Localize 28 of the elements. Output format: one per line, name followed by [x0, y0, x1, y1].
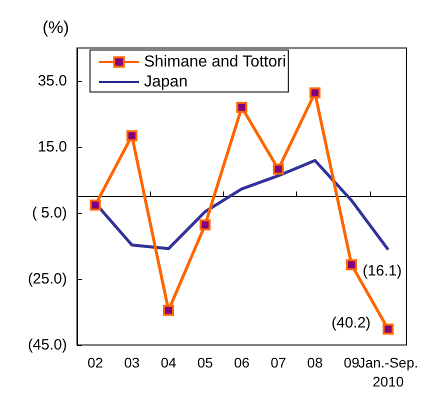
x-tick-label: 07 — [270, 354, 286, 370]
y-tick-label: 35.0 — [38, 72, 67, 90]
y-tick-label: (25.0) — [28, 270, 67, 288]
point — [309, 87, 320, 98]
legend-label: Shimane and Tottori — [144, 54, 286, 70]
x-tick-label: 03 — [124, 354, 140, 370]
y-tick-label: (45.0) — [28, 336, 67, 354]
x-tick-label: 02 — [88, 354, 104, 370]
x-tick-label: Jan.-Sep. 2010 — [358, 354, 418, 390]
data-label: (40.2) — [331, 314, 371, 332]
y-axis-title: (%) — [42, 18, 69, 37]
point — [126, 130, 138, 142]
data-label: (16.1) — [362, 262, 402, 280]
x-tick-label: 05 — [197, 354, 214, 370]
point — [346, 259, 358, 270]
legend-label: Japan — [144, 74, 188, 90]
point — [163, 304, 174, 316]
x-tick-label: 06 — [234, 354, 250, 370]
x-tick-label: 04 — [160, 354, 177, 370]
point — [200, 219, 211, 230]
y-tick-label: 15.0 — [38, 138, 67, 156]
y-tick-label: ( 5.0) — [32, 204, 67, 222]
point — [382, 324, 394, 335]
point — [236, 102, 248, 113]
point — [272, 164, 284, 175]
point — [90, 200, 101, 211]
x-tick-label: 08 — [307, 354, 323, 370]
x-tick-label: 09 — [344, 354, 360, 370]
